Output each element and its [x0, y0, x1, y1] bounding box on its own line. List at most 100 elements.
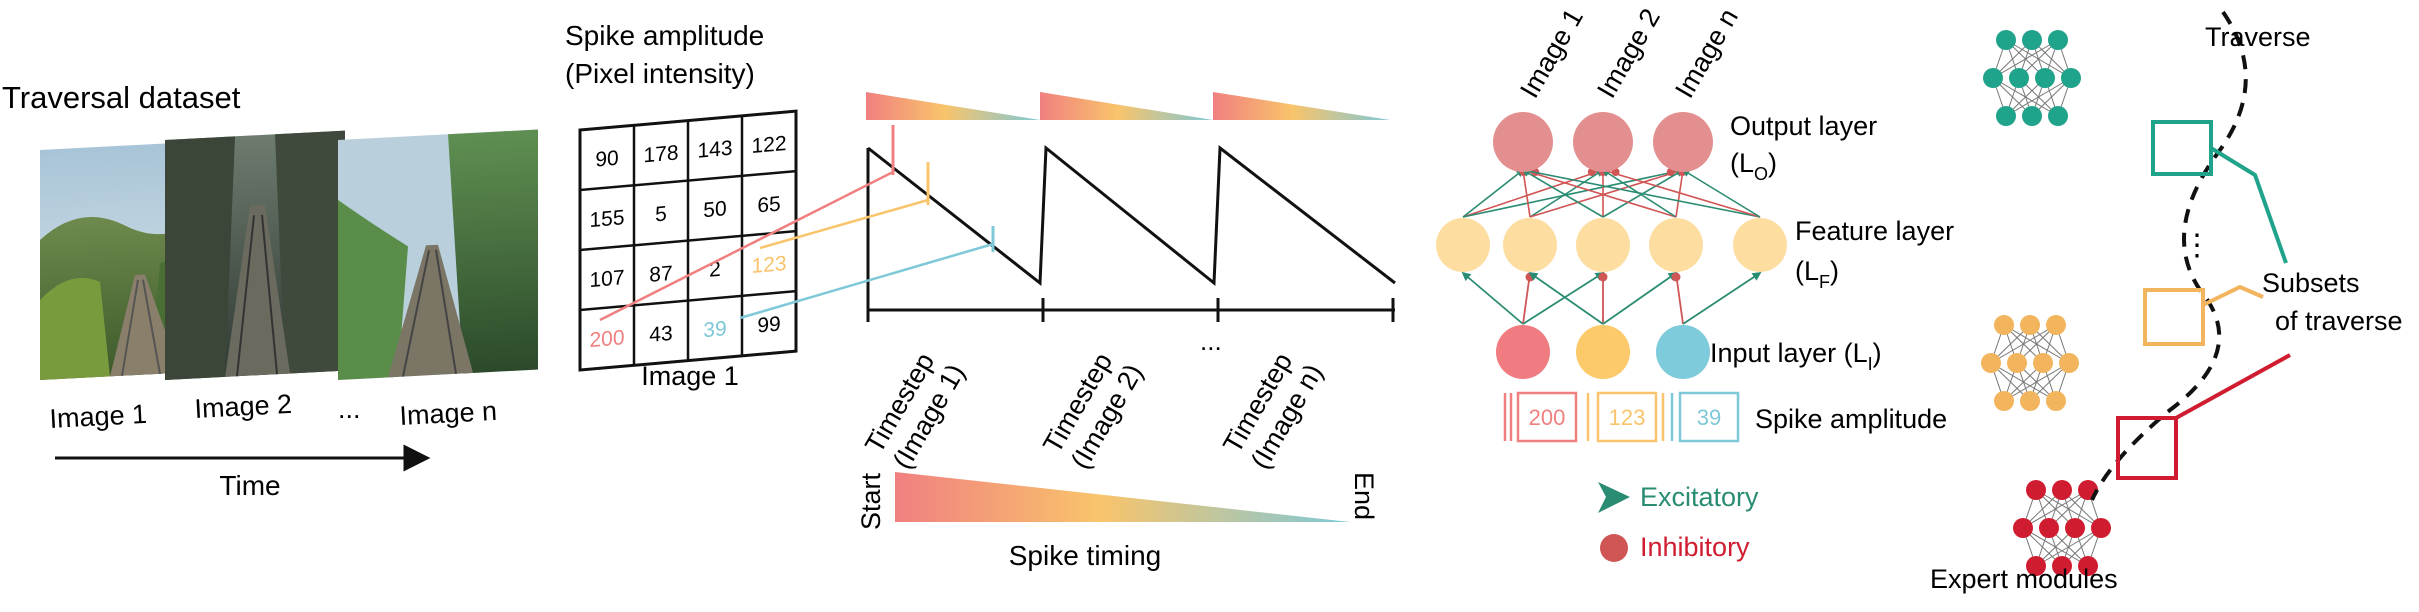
time-label: Time: [219, 470, 280, 501]
expert-neuron: [1996, 106, 2016, 126]
excitatory-legend-icon: [1598, 482, 1630, 513]
expert-neuron: [2013, 518, 2033, 538]
grid-cell-value: 87: [649, 262, 672, 287]
expert-neuron: [2022, 106, 2042, 126]
expert-neuron: [1983, 68, 2003, 88]
input-layer-label: Input layer (LI): [1710, 338, 1882, 374]
input-neuron: [1656, 325, 1710, 379]
output-neuron: [1493, 112, 1553, 172]
spike-amplitude-label: Spike amplitude: [1755, 404, 1947, 434]
spike-box-red-value: 200: [1529, 405, 1566, 430]
grid-cell-value: 178: [643, 141, 678, 167]
traverse-label: Traverse: [2205, 22, 2311, 52]
grid-cell-value: 90: [595, 147, 618, 172]
expert-neuron: [2033, 353, 2053, 373]
timestep-label-2: Timestep (Image 2): [1037, 343, 1148, 474]
expert-modules-panel: Traverse ⋮ Subsets of traverse Expert mo…: [1930, 12, 2403, 594]
feature-layer-label: Feature layer: [1795, 216, 1954, 246]
grid-cell-value: 143: [697, 137, 732, 163]
spike-encoding-panel: Spike amplitude (Pixel intensity) 90 178 1…: [565, 20, 1395, 571]
timing-wedge-1: [866, 92, 1040, 120]
output-layer-symbol: (LO): [1730, 148, 1777, 184]
traverse-dots: ⋮: [2182, 229, 2212, 262]
inhibitory-legend-icon: [1600, 534, 1628, 562]
traversal-dataset-panel: Traversal dataset: [2, 80, 538, 501]
excitatory-connection: [1603, 273, 1676, 324]
expert-neuron: [2020, 391, 2040, 411]
expert-neuron: [2091, 518, 2111, 538]
grid-cell-value: 43: [649, 322, 672, 347]
feature-neuron: [1436, 218, 1490, 272]
output-neuron: [1653, 112, 1713, 172]
subset-link-teal: [2211, 148, 2286, 263]
expert-neuron: [2035, 68, 2055, 88]
excitatory-legend-label: Excitatory: [1640, 482, 1759, 512]
svg-text:Image 1: Image 1: [1514, 4, 1589, 103]
subset-box-teal: [2153, 122, 2211, 174]
feature-neuron: [1576, 218, 1630, 272]
grid-cell-value: 50: [703, 197, 726, 222]
expert-neuron: [1996, 30, 2016, 50]
inhibitory-connection: [1530, 170, 1683, 217]
expert-neuron: [2048, 106, 2068, 126]
traverse-path: [2092, 12, 2246, 500]
grid-cell-value: 107: [589, 266, 624, 292]
svg-text:Image 2: Image 2: [1591, 4, 1666, 103]
photo-image-2: [165, 131, 345, 380]
timing-end-label: End: [1349, 472, 1379, 520]
excitatory-connection: [1463, 273, 1523, 324]
subset-link-orange: [2203, 287, 2263, 305]
dataset-label-ellipsis: ...: [338, 394, 361, 424]
input-neuron: [1496, 325, 1550, 379]
dataset-label-image-2: Image 2: [194, 389, 293, 424]
timing-wedge-3: [1213, 92, 1390, 120]
grid-caption: Image 1: [641, 361, 739, 391]
expert-neuron: [2059, 353, 2079, 373]
inhibitory-legend-label: Inhibitory: [1640, 532, 1750, 562]
grid-cell-value: 155: [589, 206, 624, 232]
output-neuron: [1573, 112, 1633, 172]
feature-neuron: [1733, 218, 1787, 272]
encoding-title-line2: (Pixel intensity): [565, 58, 755, 89]
subset-link-crimson: [2176, 355, 2290, 418]
link-red: [600, 172, 893, 320]
excitatory-connection: [1463, 170, 1683, 217]
expert-modules-label: Expert modules: [1930, 564, 2118, 594]
expert-neuron: [2048, 30, 2068, 50]
expert-neuron: [2007, 353, 2027, 373]
expert-neuron: [2046, 315, 2066, 335]
timing-wedge-2: [1040, 92, 1213, 120]
inhibitory-synapse: [1599, 273, 1608, 282]
sawtooth-waveform: [868, 148, 1395, 283]
dataset-label-image-1: Image 1: [49, 399, 148, 434]
output-layer-label: Output layer: [1730, 111, 1877, 141]
feature-layer-symbol: (LF): [1795, 256, 1839, 292]
spike-box-blue-value: 39: [1697, 405, 1721, 430]
spike-box-yellow-value: 123: [1609, 405, 1646, 430]
subset-box-crimson: [2118, 418, 2176, 478]
expert-neuron: [2065, 518, 2085, 538]
dataset-title: Traversal dataset: [2, 80, 241, 115]
inhibitory-connection: [1523, 170, 1530, 217]
expert-neuron: [1981, 353, 2001, 373]
grid-cell-value: 65: [757, 192, 780, 217]
expert-neuron: [1994, 315, 2014, 335]
dataset-label-image-n: Image n: [399, 396, 498, 431]
feature-neuron: [1503, 218, 1557, 272]
expert-neuron: [2026, 480, 2046, 500]
expert-neuron: [2061, 68, 2081, 88]
grid-cell-value: 122: [751, 132, 786, 158]
inhibitory-synapse: [1672, 273, 1681, 282]
timestep-label-3: Timestep (Image n): [1217, 343, 1328, 474]
subsets-label-line2: of traverse: [2275, 306, 2403, 336]
grid-cell-value: 39: [703, 317, 726, 342]
pixel-grid: 90 178 143 122 155 5 50 65 107 87 2 123 200 43 39 99: [580, 111, 796, 370]
link-yellow: [760, 200, 928, 248]
inhibitory-connection: [1463, 170, 1603, 217]
expert-neuron: [2020, 315, 2040, 335]
timestep-label-1: Timestep (Image 1): [859, 343, 970, 474]
timing-start-label: Start: [856, 472, 886, 530]
spike-timing-gradient: [895, 472, 1350, 522]
expert-neuron: [2039, 518, 2059, 538]
